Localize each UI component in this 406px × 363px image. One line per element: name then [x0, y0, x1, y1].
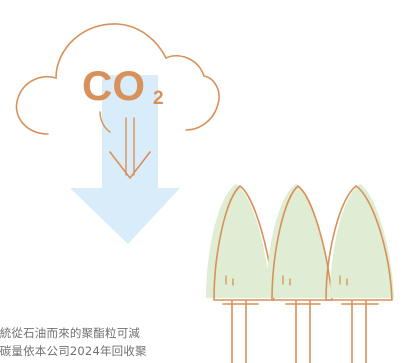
down-arrow-icon	[70, 75, 180, 244]
co2-subscript: 2	[153, 88, 164, 109]
caption-text: 傳統從石油而來的聚酯粒可減 減碳量依本公司2024年回收聚	[0, 324, 218, 360]
caption-line-2: 減碳量依本公司2024年回收聚	[0, 344, 147, 358]
caption-line-1: 傳統從石油而來的聚酯粒可減	[0, 326, 141, 340]
cloud-icon	[15, 23, 220, 135]
tree-icon	[266, 184, 333, 363]
co2-label: CO	[82, 62, 145, 109]
tree-icon	[325, 184, 394, 363]
